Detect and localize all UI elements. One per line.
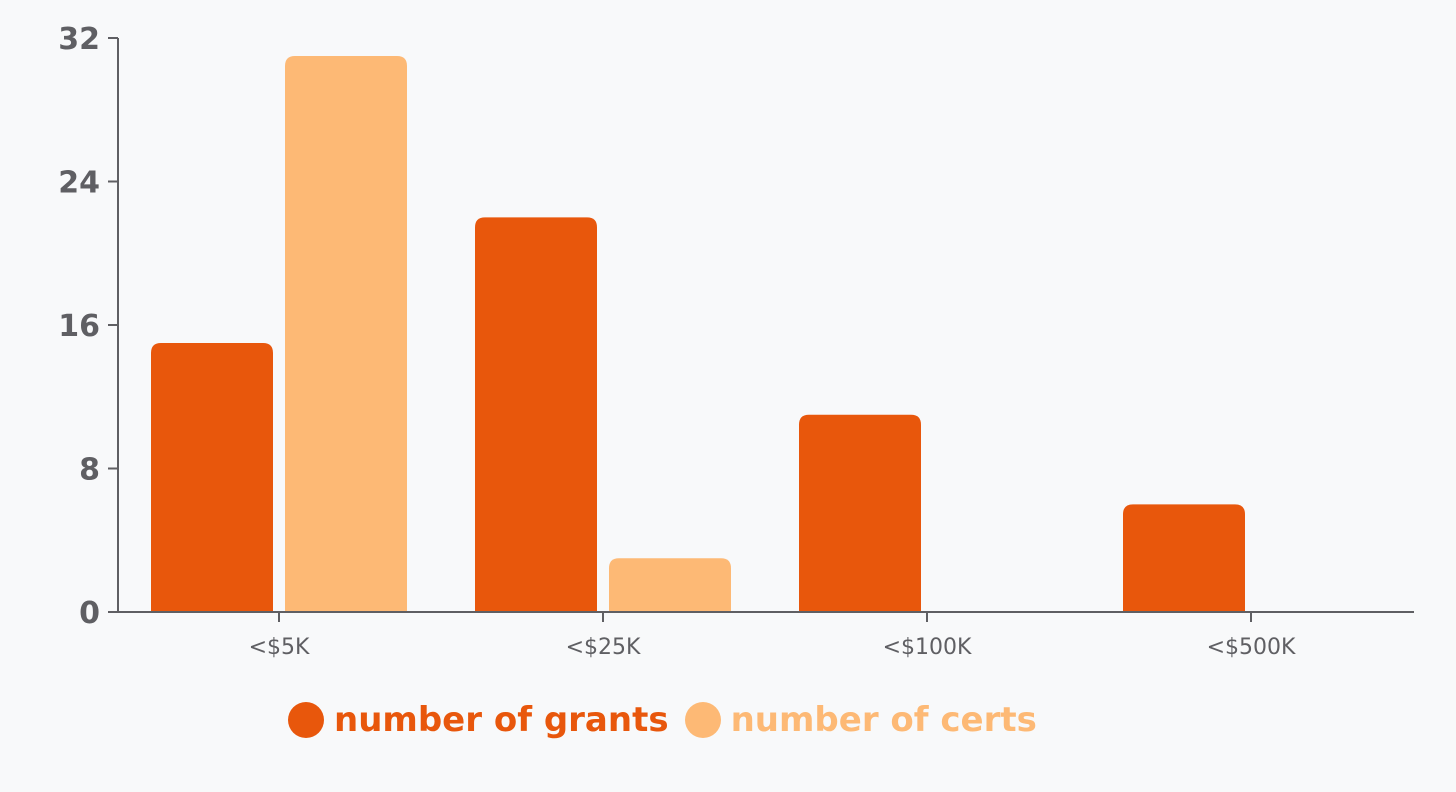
legend-label-grants: number of grants <box>334 700 669 740</box>
bar-grants <box>151 342 273 612</box>
bar-certs <box>609 558 731 612</box>
bar-grants <box>799 414 921 612</box>
y-tick-label: 0 <box>79 596 100 631</box>
bars-group <box>151 55 1245 612</box>
legend-swatch-certs <box>684 702 721 738</box>
y-tick-label: 24 <box>58 166 100 201</box>
y-tick-label: 16 <box>58 309 100 344</box>
legend-item-grants[interactable]: number of grants <box>288 700 669 740</box>
legend-label-certs: number of certs <box>730 700 1037 740</box>
y-tick-label: 8 <box>79 453 100 488</box>
x-tick-label: <$25K <box>566 635 641 660</box>
x-tick-label: <$500K <box>1207 635 1296 660</box>
x-tick-label: <$5K <box>249 635 310 660</box>
x-tick-label: <$100K <box>883 635 972 660</box>
legend-swatch-grants <box>288 702 324 738</box>
bar-grants <box>475 217 597 612</box>
bar-certs <box>285 55 407 612</box>
bar-chart: 0 8 16 24 32 <$5K <$25K <$100K <$500K <box>58 22 1414 660</box>
bar-grants <box>1123 504 1245 612</box>
legend: number of grants number of certs <box>288 700 1043 740</box>
y-ticks-group: 0 8 16 24 32 <box>58 22 118 631</box>
y-tick-label: 32 <box>58 22 100 57</box>
x-ticks-group: <$5K <$25K <$100K <$500K <box>249 612 1296 660</box>
legend-item-certs[interactable]: number of certs <box>684 700 1037 740</box>
